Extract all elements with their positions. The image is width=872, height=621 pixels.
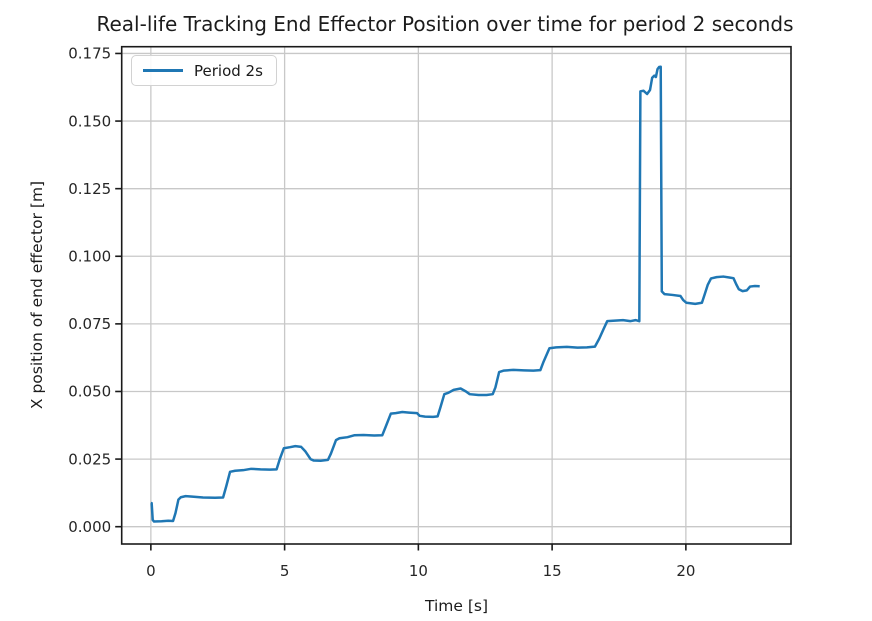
y-tick-label: 0.150 (68, 112, 111, 130)
legend: Period 2s (131, 55, 277, 86)
legend-label: Period 2s (194, 61, 263, 80)
chart-title: Real-life Tracking End Effector Position… (96, 12, 794, 36)
y-tick-label: 0.125 (68, 180, 111, 198)
y-tick-label: 0.050 (68, 383, 111, 401)
legend-line-sample (143, 69, 183, 72)
y-tick-label: 0.100 (68, 247, 111, 265)
y-tick-label: 0.025 (68, 450, 111, 468)
x-axis-label: Time [s] (424, 597, 489, 615)
x-tick-label: 20 (676, 562, 695, 580)
data-line (150, 65, 760, 523)
y-tick-label: 0.175 (68, 45, 111, 63)
x-tick-label: 0 (146, 562, 156, 580)
x-tick-label: 15 (543, 562, 562, 580)
y-tick-label: 0.075 (68, 315, 111, 333)
x-tick-label: 10 (409, 562, 428, 580)
x-tick-label: 5 (280, 562, 290, 580)
y-tick-label: 0.000 (68, 518, 111, 536)
axes-spines (120, 45, 792, 545)
